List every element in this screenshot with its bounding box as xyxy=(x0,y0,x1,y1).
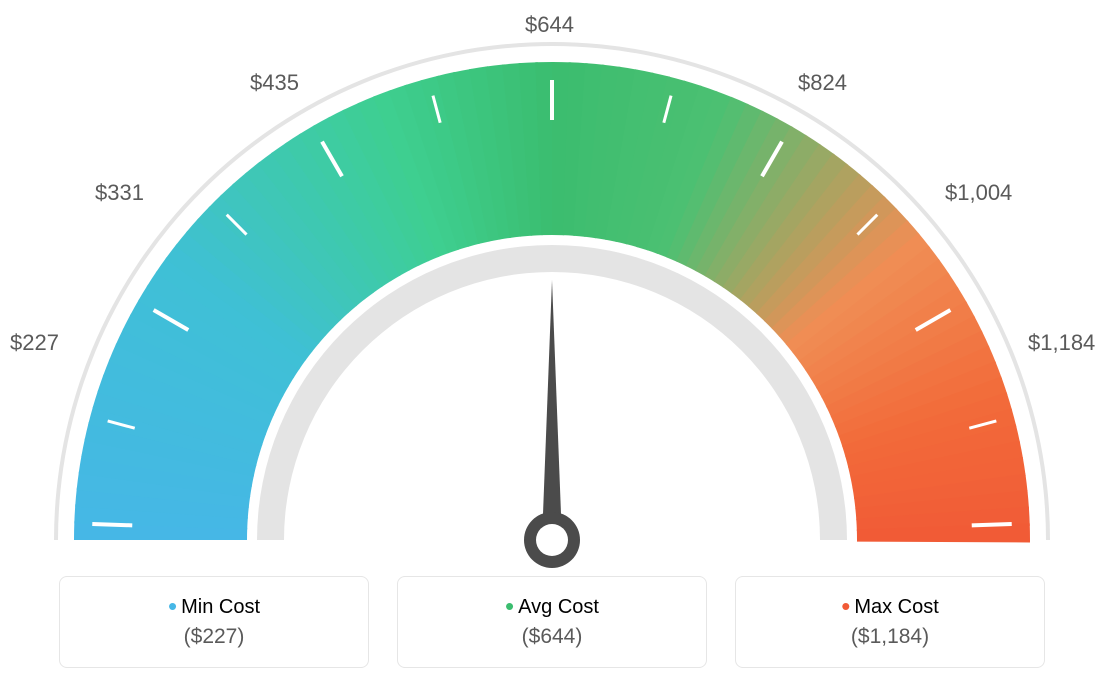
legend-title-avg: • Avg Cost xyxy=(505,596,599,619)
gauge-tick-label: $644 xyxy=(525,12,574,38)
dot-icon: • xyxy=(505,596,514,616)
gauge-svg xyxy=(0,20,1104,580)
gauge-tick-label: $331 xyxy=(95,180,144,206)
legend-value: ($1,184) xyxy=(851,625,929,649)
gauge-tick-label: $227 xyxy=(10,330,59,356)
legend-value: ($227) xyxy=(184,625,245,649)
legend-card-min: • Min Cost ($227) xyxy=(59,576,369,668)
legend-value: ($644) xyxy=(522,625,583,649)
legend-label: Max Cost xyxy=(854,596,938,619)
dot-icon: • xyxy=(168,596,177,616)
gauge-tick-label: $824 xyxy=(798,70,847,96)
legend-card-avg: • Avg Cost ($644) xyxy=(397,576,707,668)
gauge-tick-label: $1,184 xyxy=(1028,330,1095,356)
legend-title-min: • Min Cost xyxy=(168,596,260,619)
legend-row: • Min Cost ($227) • Avg Cost ($644) • Ma… xyxy=(59,576,1045,668)
gauge-tick-label: $435 xyxy=(250,70,299,96)
legend-label: Avg Cost xyxy=(518,596,599,619)
gauge-area: $227 $331 $435 $644 $824 $1,004 $1,184 xyxy=(0,0,1104,560)
gauge-chart-container: $227 $331 $435 $644 $824 $1,004 $1,184 • Min C… xyxy=(0,0,1104,690)
legend-title-max: • Max Cost xyxy=(841,596,939,619)
dot-icon: • xyxy=(841,596,850,616)
legend-label: Min Cost xyxy=(181,596,260,619)
legend-card-max: • Max Cost ($1,184) xyxy=(735,576,1045,668)
gauge-tick-label: $1,004 xyxy=(945,180,1012,206)
